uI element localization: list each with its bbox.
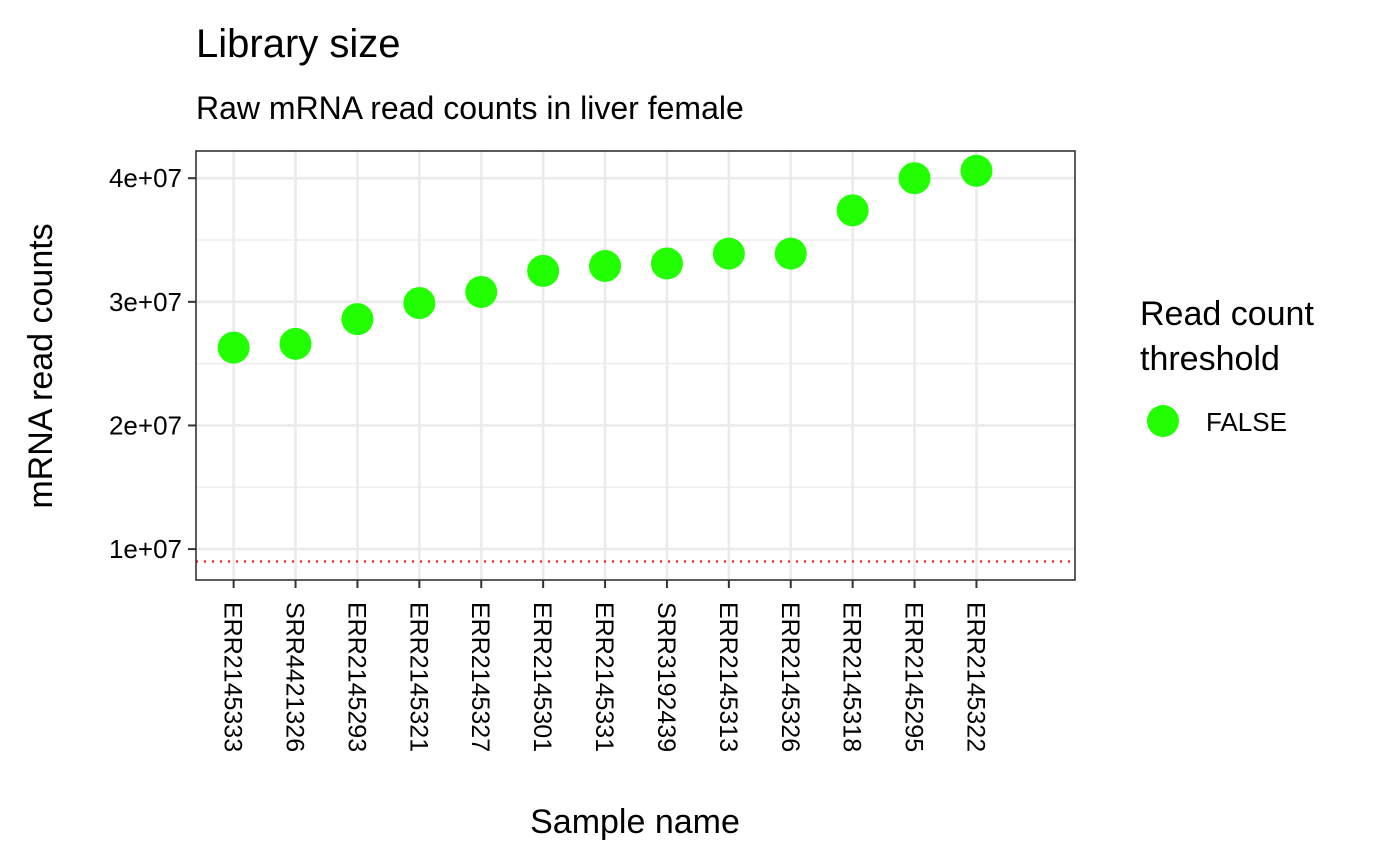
panel-border	[195, 150, 1076, 581]
y-tick-label: 3e+07	[109, 287, 182, 317]
y-tick-label: 2e+07	[109, 410, 182, 440]
plot-background	[196, 151, 1075, 580]
data-points	[217, 154, 993, 364]
y-axis-title: mRNA read counts	[22, 223, 60, 508]
x-tick-label: SRR4421326	[281, 602, 309, 752]
data-point	[403, 287, 436, 320]
x-tick-label: ERR2145293	[342, 602, 370, 752]
data-point	[898, 162, 931, 195]
x-tick-label: ERR2145331	[590, 602, 618, 752]
x-tick-label: ERR2145322	[961, 602, 989, 752]
x-tick-label: ERR2145326	[776, 602, 804, 752]
x-axis: ERR2145333 SRR4421326 ERR2145293 ERR2145321…	[219, 580, 989, 752]
data-point	[774, 237, 807, 270]
x-tick-label: SRR3192439	[652, 602, 680, 752]
y-tick-label: 4e+07	[109, 163, 182, 193]
plot-border	[195, 150, 1076, 581]
minor-gridlines	[196, 239, 1075, 488]
x-axis-title: Sample name	[530, 803, 740, 841]
x-tick-label: ERR2145313	[714, 602, 742, 752]
data-point	[712, 237, 745, 270]
x-tick-label: ERR2145333	[219, 602, 247, 752]
data-point	[650, 247, 683, 280]
major-gridlines	[196, 151, 1075, 580]
data-point	[279, 327, 312, 360]
legend: Read count threshold FALSE	[1140, 295, 1314, 437]
plot-panel	[196, 151, 1075, 580]
x-tick-label: ERR2145321	[404, 602, 432, 752]
data-point	[589, 249, 622, 282]
legend-title-line-1: Read count	[1140, 295, 1314, 333]
data-point	[527, 254, 560, 287]
x-tick-label: ERR2145318	[838, 602, 866, 752]
x-tick-label: ERR2145295	[900, 602, 928, 752]
y-tick-label: 1e+07	[109, 534, 182, 564]
legend-key-false	[1147, 405, 1179, 437]
legend-title-line-2: threshold	[1140, 340, 1280, 378]
data-point	[836, 194, 869, 227]
chart-title: Library size	[196, 22, 401, 66]
data-point	[465, 275, 498, 308]
data-point	[960, 154, 993, 187]
y-axis: 1e+07 2e+07 3e+07 4e+07	[109, 163, 196, 564]
x-tick-label: ERR2145301	[528, 602, 556, 752]
data-point	[341, 303, 374, 336]
chart-subtitle: Raw mRNA read counts in liver female	[196, 90, 744, 126]
x-tick-label: ERR2145327	[466, 602, 494, 752]
legend-label-false: FALSE	[1206, 407, 1287, 437]
data-point	[217, 331, 250, 364]
